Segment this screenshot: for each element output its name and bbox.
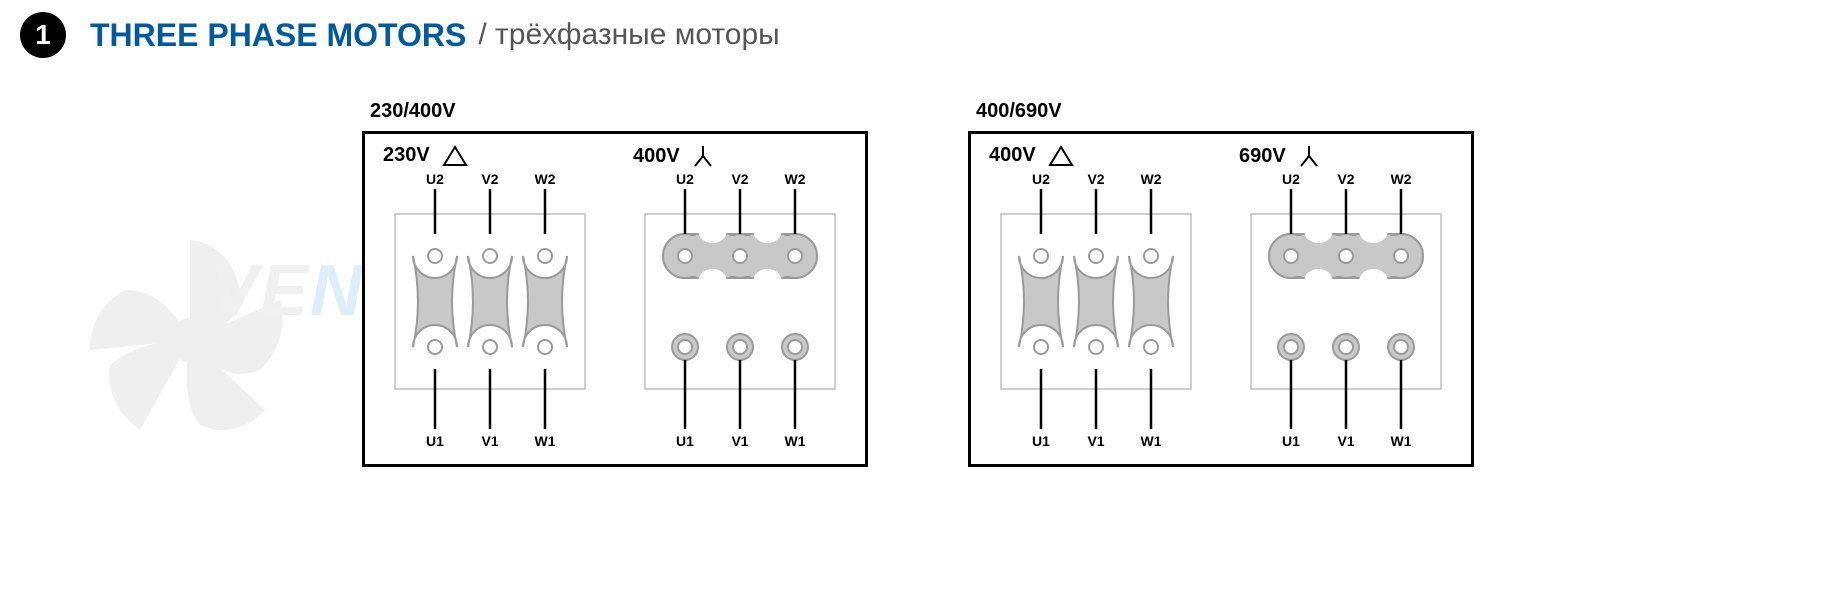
panel-voltage-label: 690V <box>1239 144 1320 168</box>
wye-terminal-diagram: U2 V2 W2 U1 V1 W1 <box>615 134 865 464</box>
svg-text:U1: U1 <box>1032 433 1050 449</box>
wye-panel: 690V U2 V2 W2 U1 V1 W1 <box>1221 134 1471 464</box>
svg-text:U2: U2 <box>1282 171 1300 187</box>
title-russian: / трёхфазные моторы <box>478 18 779 52</box>
title-english: THREE PHASE MOTORS <box>90 17 466 54</box>
voltage-value: 400V <box>633 145 680 168</box>
wiring-group-1: 230/400V 230V U2 V2 W2 U1 V1 W1 400V U2 V2 W2 U1… <box>362 100 868 467</box>
svg-text:V2: V2 <box>1087 171 1104 187</box>
svg-text:W1: W1 <box>1391 433 1412 449</box>
voltage-value: 400V <box>989 144 1036 167</box>
svg-text:W1: W1 <box>785 433 806 449</box>
wiring-box: 400V U2 V2 W2 U1 V1 W1 690V U2 V2 W2 U1 V1 W1 <box>968 131 1474 467</box>
svg-text:W1: W1 <box>535 433 556 449</box>
svg-text:W2: W2 <box>1141 171 1162 187</box>
diagram-area: 230/400V 230V U2 V2 W2 U1 V1 W1 400V U2 V2 W2 U1… <box>0 70 1836 467</box>
delta-panel: 400V U2 V2 W2 U1 V1 W1 <box>971 134 1221 464</box>
svg-text:V2: V2 <box>1337 171 1354 187</box>
svg-text:V1: V1 <box>1337 433 1354 449</box>
group-voltage-label: 230/400V <box>370 100 868 123</box>
panel-voltage-label: 230V <box>383 144 468 167</box>
wiring-group-2: 400/690V 400V U2 V2 W2 U1 V1 W1 690V U2 V2 W2 U1… <box>968 100 1474 467</box>
svg-text:U2: U2 <box>426 171 444 187</box>
svg-text:V1: V1 <box>481 433 498 449</box>
page-header: 1 THREE PHASE MOTORS / трёхфазные моторы <box>0 0 1836 70</box>
wye-panel: 400V U2 V2 W2 U1 V1 W1 <box>615 134 865 464</box>
svg-text:W2: W2 <box>1391 171 1412 187</box>
panel-voltage-label: 400V <box>633 144 714 168</box>
section-number-badge: 1 <box>20 12 66 58</box>
svg-text:V1: V1 <box>731 433 748 449</box>
svg-text:U2: U2 <box>1032 171 1050 187</box>
group-voltage-label: 400/690V <box>976 100 1474 123</box>
svg-text:U1: U1 <box>676 433 694 449</box>
wye-icon <box>1298 144 1320 168</box>
wye-icon <box>692 144 714 168</box>
svg-text:U1: U1 <box>1282 433 1300 449</box>
svg-text:U2: U2 <box>676 171 694 187</box>
svg-text:W1: W1 <box>1141 433 1162 449</box>
svg-text:W2: W2 <box>535 171 556 187</box>
panel-voltage-label: 400V <box>989 144 1074 167</box>
svg-text:V2: V2 <box>481 171 498 187</box>
svg-text:V2: V2 <box>731 171 748 187</box>
voltage-value: 230V <box>383 144 430 167</box>
svg-text:W2: W2 <box>785 171 806 187</box>
wiring-box: 230V U2 V2 W2 U1 V1 W1 400V U2 V2 W2 U1 V1 W1 <box>362 131 868 467</box>
voltage-value: 690V <box>1239 145 1286 168</box>
delta-icon <box>442 145 468 167</box>
delta-terminal-diagram: U2 V2 W2 U1 V1 W1 <box>971 134 1221 464</box>
delta-icon <box>1048 145 1074 167</box>
svg-text:V1: V1 <box>1087 433 1104 449</box>
wye-terminal-diagram: U2 V2 W2 U1 V1 W1 <box>1221 134 1471 464</box>
delta-terminal-diagram: U2 V2 W2 U1 V1 W1 <box>365 134 615 464</box>
svg-text:U1: U1 <box>426 433 444 449</box>
delta-panel: 230V U2 V2 W2 U1 V1 W1 <box>365 134 615 464</box>
